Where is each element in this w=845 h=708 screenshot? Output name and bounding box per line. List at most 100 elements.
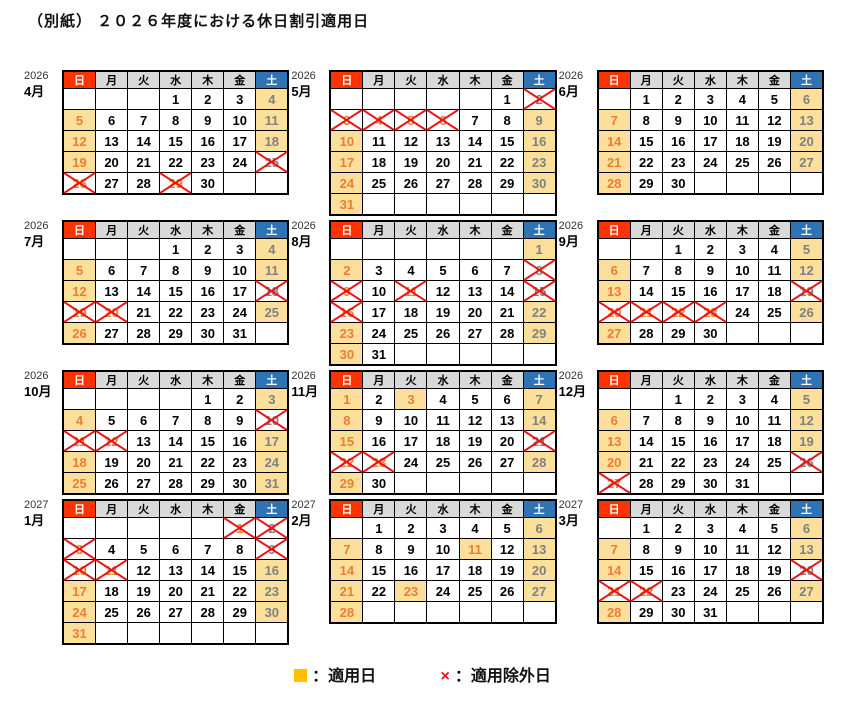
day-cell: 31 xyxy=(725,472,759,495)
day-cell: 16 xyxy=(661,130,695,152)
day-cell: 10 xyxy=(223,259,257,281)
day-cell: 10 xyxy=(362,280,396,302)
day-cell: 12 xyxy=(394,130,428,152)
day-cell: 3 xyxy=(725,388,759,410)
day-cell: 19 xyxy=(490,559,524,581)
weekday-header: 火 xyxy=(127,370,161,389)
day-cell-excluded: 16 xyxy=(329,301,364,323)
weekday-header: 月 xyxy=(95,499,129,518)
day-cell-applicable: 6 xyxy=(597,259,631,281)
empty-cell xyxy=(426,472,460,495)
day-cell: 18 xyxy=(95,580,129,602)
day-cell: 17 xyxy=(693,559,727,581)
day-cell: 1 xyxy=(629,517,663,539)
day-cell: 1 xyxy=(661,238,695,260)
month-label: 2026 4月 xyxy=(24,70,62,99)
day-cell-excluded: 3 xyxy=(62,538,97,560)
empty-cell xyxy=(426,343,460,366)
day-cell-excluded: 10 xyxy=(62,559,97,581)
day-cell: 4 xyxy=(725,517,759,539)
day-cell: 14 xyxy=(191,559,225,581)
day-cell: 27 xyxy=(490,451,524,473)
day-cell: 13 xyxy=(490,409,524,431)
month-8: 2026 11月日月火水木金土 1 2 3 4 5 6 7 8 9 10 11 12 13 14 15 16 17 1… xyxy=(291,370,557,495)
day-cell-applicable: 23 xyxy=(255,580,289,602)
month-label: 2026 8月 xyxy=(291,220,329,249)
calendar-table: 日月火水木金土 1 2 3 4 5 6 7 8 9 10 11 12 13 14 15 16 17 18 19 20 21… xyxy=(62,499,290,645)
day-cell: 24 xyxy=(426,580,460,602)
month-11: 2027 2月日月火水木金土 1 2 3 4 5 6 7 8 9 10 11 12 13 14 15 16 17 18… xyxy=(291,499,557,624)
year-label: 2026 xyxy=(24,220,49,232)
day-cell: 26 xyxy=(757,580,791,602)
day-cell-applicable: 13 xyxy=(597,280,631,302)
day-cell: 18 xyxy=(757,430,791,452)
day-cell: 18 xyxy=(725,130,759,152)
day-cell: 19 xyxy=(757,559,791,581)
weekday-header: 日 xyxy=(597,370,631,389)
empty-cell xyxy=(522,343,557,366)
day-cell: 24 xyxy=(394,451,428,473)
day-cell: 18 xyxy=(426,430,460,452)
day-cell: 12 xyxy=(458,409,492,431)
weekday-header: 土 xyxy=(789,499,824,518)
month-label: 2026 9月 xyxy=(559,220,597,249)
day-cell-applicable: 26 xyxy=(789,301,824,323)
day-cell-applicable: 5 xyxy=(789,388,824,410)
day-cell: 11 xyxy=(725,538,759,560)
month-name: 9月 xyxy=(558,233,579,249)
day-cell-excluded: 11 xyxy=(62,430,97,452)
empty-cell xyxy=(95,517,129,539)
day-cell-excluded: 15 xyxy=(522,280,557,302)
empty-cell xyxy=(757,322,791,345)
day-cell: 5 xyxy=(426,259,460,281)
weekday-header: 水 xyxy=(693,220,727,239)
weekday-header: 月 xyxy=(362,70,396,89)
day-cell-excluded: 6 xyxy=(426,109,460,131)
empty-cell xyxy=(62,517,97,539)
day-cell: 23 xyxy=(693,451,727,473)
empty-cell xyxy=(597,517,631,539)
legend-excluded: × ：適用除外日 xyxy=(441,668,551,685)
day-cell-applicable: 4 xyxy=(62,409,97,431)
day-cell: 1 xyxy=(362,517,396,539)
empty-cell xyxy=(458,472,492,495)
day-cell-applicable: 29 xyxy=(522,322,557,344)
day-cell-excluded: 2 xyxy=(522,88,557,110)
day-cell: 31 xyxy=(362,343,396,366)
year-label: 2027 xyxy=(24,499,49,511)
month-2: 2026 5月日月火水木金土 1 2 3 4 5 6 7 8 9 10 11 12 13 14 15 16 17 18… xyxy=(291,70,557,216)
empty-cell xyxy=(597,388,631,410)
day-cell-applicable: 3 xyxy=(394,388,428,410)
day-cell: 12 xyxy=(757,109,791,131)
day-cell: 30 xyxy=(191,322,225,345)
day-cell-applicable: 24 xyxy=(255,451,289,473)
day-cell: 9 xyxy=(661,109,695,131)
weekday-header: 日 xyxy=(597,499,631,518)
day-cell-applicable: 31 xyxy=(329,193,364,216)
day-cell: 9 xyxy=(191,259,225,281)
calendar-table: 日月火水木金土 1 2 3 4 5 6 7 8 9 10 11 12 13 14 15 16 17 18 19 20 21… xyxy=(329,70,557,216)
weekday-header: 水 xyxy=(159,499,193,518)
day-cell: 7 xyxy=(629,259,663,281)
day-cell-excluded: 11 xyxy=(394,280,428,302)
day-cell: 24 xyxy=(725,301,759,323)
day-cell-applicable: 11 xyxy=(458,538,492,560)
month-label: 2026 12月 xyxy=(559,370,597,399)
day-cell: 25 xyxy=(757,451,791,473)
empty-cell xyxy=(329,88,364,110)
empty-cell xyxy=(490,238,524,260)
day-cell-applicable: 12 xyxy=(789,259,824,281)
day-cell-applicable: 20 xyxy=(789,130,824,152)
excluded-day-x-icon: × xyxy=(440,668,450,685)
weekday-header: 水 xyxy=(693,499,727,518)
weekday-header: 火 xyxy=(127,70,161,89)
day-cell: 17 xyxy=(693,130,727,152)
month-name: 4月 xyxy=(24,83,45,99)
empty-cell xyxy=(458,601,492,624)
day-cell: 29 xyxy=(629,601,663,624)
day-cell: 2 xyxy=(362,388,396,410)
day-cell: 9 xyxy=(661,538,695,560)
day-cell-applicable: 28 xyxy=(329,601,364,624)
day-cell-excluded: 2 xyxy=(255,517,289,539)
empty-cell xyxy=(362,88,396,110)
